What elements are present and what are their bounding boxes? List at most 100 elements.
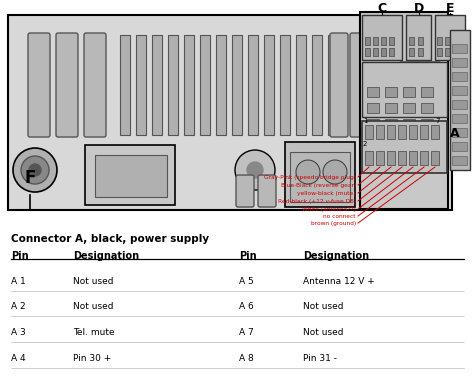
Bar (365, 48, 370, 56)
Text: Not used: Not used (73, 303, 114, 312)
Bar (367, 87, 379, 97)
Text: D: D (414, 2, 424, 15)
Text: A 6: A 6 (239, 303, 254, 312)
Text: C: C (377, 2, 387, 15)
Bar (452, 86, 467, 95)
Text: A 5: A 5 (239, 277, 254, 286)
Bar (453, 48, 458, 56)
Bar (328, 35, 338, 135)
Bar (381, 48, 386, 56)
Bar (120, 35, 130, 135)
Bar (85, 145, 175, 205)
Bar (431, 125, 439, 139)
Text: Tel. mute: Tel. mute (73, 328, 115, 337)
Text: Pin 31 -: Pin 31 - (303, 354, 337, 363)
Bar (8, 15, 452, 210)
Text: Pin: Pin (239, 251, 257, 261)
Bar (290, 152, 350, 202)
Bar (437, 37, 442, 45)
Text: A 7: A 7 (239, 328, 254, 337)
Text: Connector A, black, power supply: Connector A, black, power supply (11, 234, 210, 244)
Bar (385, 103, 397, 113)
Bar (136, 35, 146, 135)
Text: Designation: Designation (73, 251, 139, 261)
Text: Pin 30 +: Pin 30 + (73, 354, 111, 363)
Text: brown (ground): brown (ground) (311, 220, 356, 225)
Text: E: E (446, 2, 454, 15)
Bar (362, 62, 447, 117)
Bar (365, 125, 373, 139)
Bar (421, 103, 433, 113)
Bar (280, 35, 290, 135)
Bar (398, 151, 406, 165)
Text: no connect: no connect (323, 213, 356, 218)
Bar (285, 142, 355, 207)
Bar (420, 125, 428, 139)
Bar (445, 48, 450, 56)
Text: 1: 1 (363, 118, 367, 124)
Bar (420, 151, 428, 165)
Bar (365, 37, 370, 45)
Circle shape (29, 164, 41, 176)
Polygon shape (400, 62, 440, 75)
Circle shape (323, 160, 347, 184)
Text: A: A (450, 127, 460, 140)
Bar (452, 156, 467, 165)
FancyBboxPatch shape (28, 33, 50, 137)
FancyBboxPatch shape (56, 33, 78, 137)
Bar (421, 87, 433, 97)
Text: Not used: Not used (303, 303, 344, 312)
Circle shape (21, 156, 49, 184)
Circle shape (247, 162, 263, 178)
Bar (406, 15, 431, 60)
Bar (452, 58, 467, 67)
Text: yellow-black (mute): yellow-black (mute) (297, 191, 356, 196)
Bar (445, 37, 450, 45)
Bar (362, 121, 447, 173)
Bar (373, 37, 378, 45)
Bar (452, 142, 467, 151)
Bar (452, 44, 467, 53)
Text: A 1: A 1 (11, 277, 26, 286)
Text: A 4: A 4 (11, 354, 26, 363)
Circle shape (235, 150, 275, 190)
FancyBboxPatch shape (84, 33, 106, 137)
Bar (421, 119, 433, 129)
Text: Blue-Black (reverse gear): Blue-Black (reverse gear) (281, 182, 356, 187)
Bar (437, 48, 442, 56)
Bar (452, 114, 467, 123)
Bar (452, 128, 467, 137)
Bar (385, 87, 397, 97)
Bar (453, 37, 458, 45)
Text: Gray-Pink (speedo bridge plug): Gray-Pink (speedo bridge plug) (264, 175, 356, 180)
Text: Red-black (+12 v-fuse D8): Red-black (+12 v-fuse D8) (278, 199, 356, 204)
FancyBboxPatch shape (330, 33, 348, 137)
Bar (95, 155, 167, 197)
Bar (389, 48, 394, 56)
Text: A 3: A 3 (11, 328, 26, 337)
Bar (296, 35, 306, 135)
Bar (376, 125, 384, 139)
Bar (381, 37, 386, 45)
Circle shape (296, 160, 320, 184)
Text: White (antenna??): White (antenna??) (302, 206, 356, 211)
Bar (367, 103, 379, 113)
Text: F: F (24, 169, 36, 187)
Bar (403, 119, 415, 129)
Bar (409, 37, 414, 45)
Bar (389, 37, 394, 45)
Bar (248, 35, 258, 135)
Text: Antenna 12 V +: Antenna 12 V + (303, 277, 375, 286)
Bar (398, 125, 406, 139)
Text: 2: 2 (363, 141, 367, 147)
Bar (409, 125, 417, 139)
Bar (168, 35, 178, 135)
Bar (385, 119, 397, 129)
Bar (367, 119, 379, 129)
Text: A 2: A 2 (11, 303, 26, 312)
Bar (373, 48, 378, 56)
FancyBboxPatch shape (350, 33, 368, 137)
Bar (376, 151, 384, 165)
Circle shape (13, 148, 57, 192)
Bar (216, 35, 226, 135)
